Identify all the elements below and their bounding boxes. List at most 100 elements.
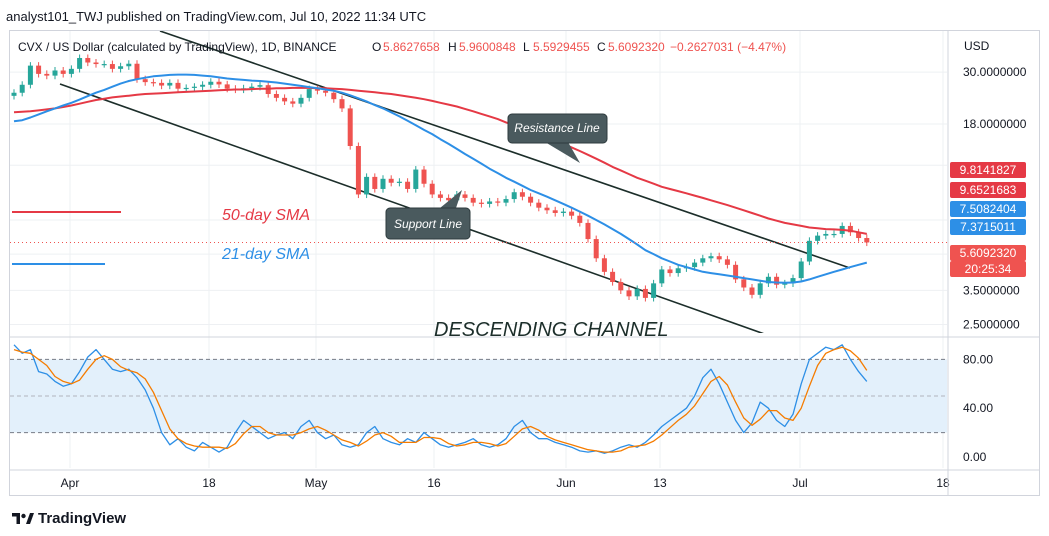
candle xyxy=(118,62,124,73)
x-tick-label: 18 xyxy=(202,476,216,490)
candle-body xyxy=(798,261,804,279)
candle xyxy=(19,81,25,97)
candle xyxy=(733,261,739,283)
candle-body xyxy=(593,239,599,259)
support-callout-pointer xyxy=(440,190,462,208)
publisher-info: analyst101_TWJ published on TradingView.… xyxy=(6,9,427,24)
candle xyxy=(429,180,435,199)
candle-body xyxy=(429,183,435,195)
candle-body xyxy=(782,283,788,285)
candle-body xyxy=(142,79,148,83)
candle-body xyxy=(19,84,25,93)
candle-body xyxy=(692,262,698,268)
candle xyxy=(298,94,304,108)
candle-body xyxy=(159,82,165,86)
candle-body xyxy=(208,81,214,85)
candle-body xyxy=(528,196,534,203)
candle-body xyxy=(290,101,296,104)
candle xyxy=(290,97,296,108)
candle xyxy=(536,199,542,212)
candle xyxy=(249,83,255,92)
candle-body xyxy=(741,279,747,288)
candle-body xyxy=(675,268,681,274)
candle-body xyxy=(396,181,402,183)
candle-body xyxy=(126,63,132,67)
sma-21-label: 21-day SMA xyxy=(221,246,310,263)
candle xyxy=(790,274,796,287)
candle xyxy=(282,94,288,106)
stochastic-y-tick: 80.00 xyxy=(963,352,993,366)
legend-high-value: 5.9600848 xyxy=(459,40,516,54)
candle xyxy=(380,175,386,193)
candle xyxy=(52,67,58,80)
candle-body xyxy=(306,89,312,98)
candle xyxy=(593,235,599,262)
candle xyxy=(175,79,181,93)
legend-open-value: 5.8627658 xyxy=(383,40,440,54)
support-callout-box xyxy=(385,207,471,240)
candle-body xyxy=(700,258,706,263)
candle-body xyxy=(339,99,345,109)
candle-body xyxy=(167,82,173,86)
candle xyxy=(651,279,657,302)
candle-body xyxy=(175,82,181,89)
candle-body xyxy=(487,201,493,204)
candle xyxy=(159,79,165,90)
x-tick-label: Jul xyxy=(792,476,807,490)
stochastic-d-line xyxy=(13,346,868,453)
candle xyxy=(503,195,509,207)
legend-close-label: C xyxy=(597,40,606,54)
candle xyxy=(191,83,197,92)
candle-body xyxy=(11,92,17,96)
candle-body xyxy=(716,256,722,260)
candle-body xyxy=(36,65,42,74)
candle-body xyxy=(757,283,763,295)
candle xyxy=(413,166,419,193)
candle-body xyxy=(585,222,591,240)
candle xyxy=(126,60,132,70)
candle-body xyxy=(470,197,476,203)
candle xyxy=(856,228,862,242)
candle xyxy=(831,230,837,238)
candle xyxy=(610,268,616,286)
candle-body xyxy=(634,288,640,297)
candle xyxy=(815,232,821,245)
candle-body xyxy=(93,62,99,65)
candle xyxy=(724,255,730,269)
candle xyxy=(782,279,788,289)
candle-body xyxy=(101,64,107,66)
candle-body xyxy=(60,70,66,74)
legend-symbol: CVX / US Dollar (calculated by TradingVi… xyxy=(18,40,337,54)
candle xyxy=(372,173,378,193)
candle xyxy=(864,234,870,247)
candle xyxy=(405,178,411,193)
candle-body xyxy=(134,63,140,80)
candle xyxy=(618,278,624,294)
candle-body xyxy=(847,225,853,233)
candle-body xyxy=(495,201,501,203)
legend-high-label: H xyxy=(448,40,457,54)
candle xyxy=(364,173,370,199)
tradingview-logo-icon xyxy=(12,513,34,524)
candle xyxy=(806,237,812,266)
candle-body xyxy=(355,146,361,195)
candle xyxy=(757,279,763,299)
candle-body xyxy=(560,211,566,213)
legend-change: −0.2627031 (−4.47%) xyxy=(670,40,786,54)
chart-frame xyxy=(9,30,1040,496)
candle xyxy=(339,95,345,113)
candle xyxy=(11,89,17,100)
candle xyxy=(200,81,206,91)
candle xyxy=(569,208,575,220)
candle-body xyxy=(519,192,525,197)
candle-body xyxy=(364,176,370,195)
resistance-callout-pointer xyxy=(545,142,580,163)
resistance-callout-box xyxy=(507,113,608,144)
axes: Apr 18 May 16 Jun 13 Jul 18 30.0000000 18.0000000… xyxy=(10,31,1040,495)
candle xyxy=(577,212,583,227)
price-badge xyxy=(950,182,1026,198)
candle-body xyxy=(774,276,780,285)
candle-body xyxy=(323,90,329,93)
candle-body xyxy=(52,70,58,76)
